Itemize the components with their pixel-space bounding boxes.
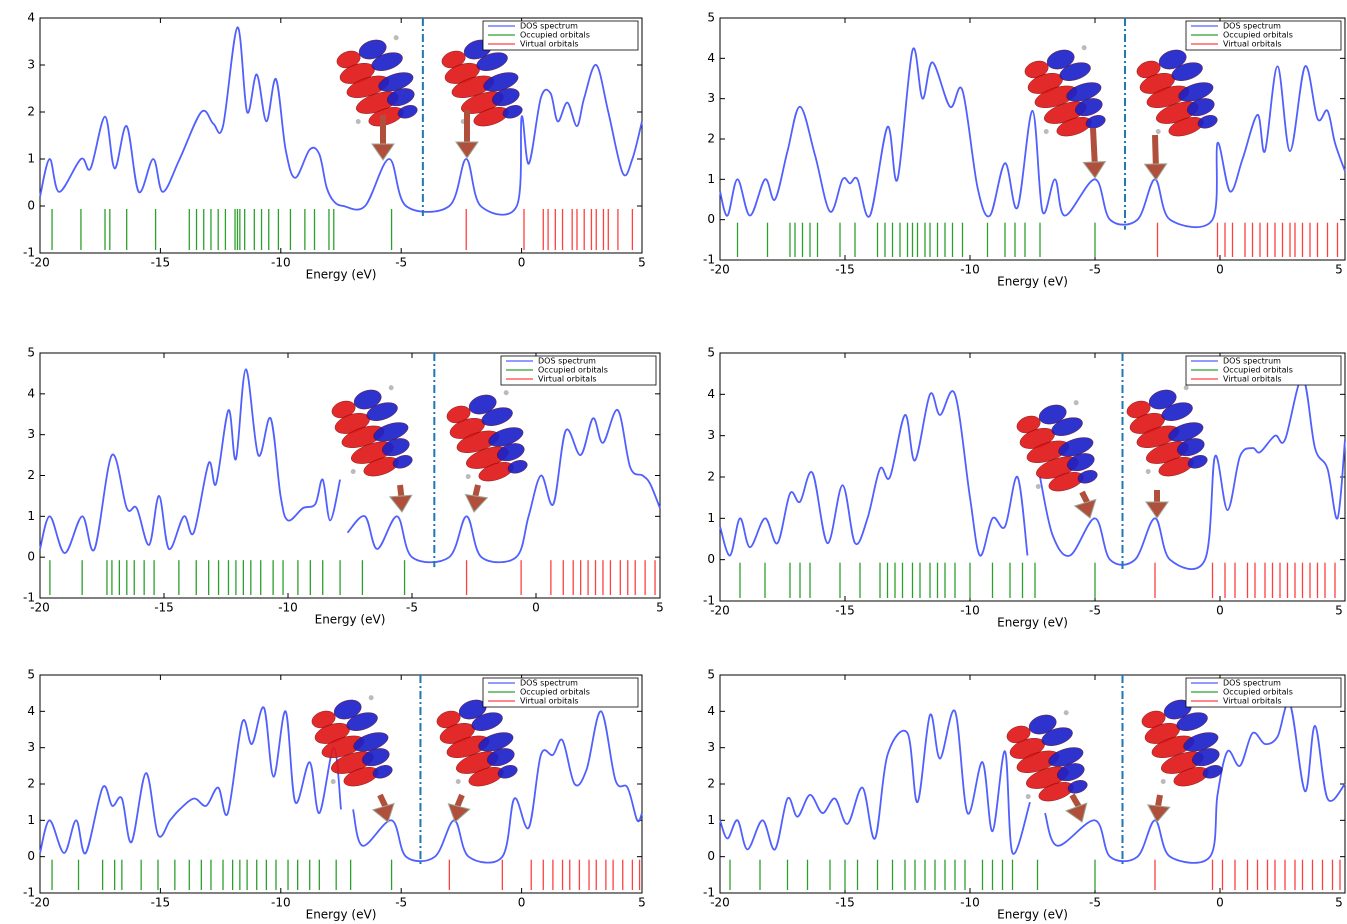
x-axis-label: Energy (eV) — [306, 268, 377, 282]
y-tick-label: 1 — [27, 509, 35, 523]
y-tick-label: 0 — [707, 212, 715, 226]
y-tick-label: 0 — [707, 849, 715, 863]
x-tick-label: -15 — [835, 604, 855, 618]
y-tick-label: 2 — [27, 468, 35, 482]
y-tick-label: 1 — [27, 813, 35, 827]
x-axis-label: Energy (eV) — [997, 908, 1068, 922]
x-tick-label: 0 — [518, 896, 526, 910]
y-tick-label: 2 — [27, 777, 35, 791]
legend-label: Occupied orbitals — [538, 366, 608, 375]
y-tick-label: 3 — [27, 58, 35, 72]
y-tick-label: 4 — [27, 704, 35, 718]
x-tick-label: 5 — [656, 601, 664, 615]
x-tick-label: -10 — [278, 601, 298, 615]
x-tick-label: 5 — [638, 896, 646, 910]
legend-label: Virtual orbitals — [538, 375, 597, 384]
x-tick-label: -10 — [960, 604, 980, 618]
y-tick-label: 5 — [27, 668, 35, 682]
y-tick-label: 4 — [27, 11, 35, 25]
x-tick-label: -5 — [395, 256, 407, 270]
x-tick-label: 5 — [1335, 604, 1343, 618]
y-tick-label: -1 — [23, 591, 35, 605]
y-tick-label: 4 — [707, 51, 715, 65]
legend-label: Occupied orbitals — [520, 31, 590, 40]
x-tick-label: -15 — [835, 896, 855, 910]
plot-frame — [40, 18, 642, 253]
y-tick-label: -1 — [703, 594, 715, 608]
legend-label: Virtual orbitals — [1223, 697, 1282, 706]
x-tick-label: 5 — [1335, 263, 1343, 277]
legend-label: DOS spectrum — [1223, 22, 1281, 31]
x-axis-label: Energy (eV) — [997, 275, 1068, 289]
legend-label: Occupied orbitals — [1223, 31, 1293, 40]
x-tick-label: -5 — [395, 896, 407, 910]
x-tick-label: -5 — [1089, 263, 1101, 277]
x-tick-label: 0 — [518, 256, 526, 270]
y-tick-label: 1 — [707, 813, 715, 827]
x-axis-label: Energy (eV) — [306, 908, 377, 922]
x-tick-label: -10 — [960, 896, 980, 910]
x-tick-label: -10 — [271, 256, 291, 270]
x-tick-label: -15 — [835, 263, 855, 277]
x-axis-label: Energy (eV) — [997, 616, 1068, 630]
y-tick-label: 5 — [707, 11, 715, 25]
y-tick-label: 3 — [707, 740, 715, 754]
y-tick-label: 1 — [707, 511, 715, 525]
y-tick-label: 2 — [27, 105, 35, 119]
x-tick-label: -5 — [406, 601, 418, 615]
x-tick-label: -10 — [960, 263, 980, 277]
y-tick-label: 1 — [707, 172, 715, 186]
x-tick-label: 0 — [1216, 263, 1224, 277]
y-tick-label: -1 — [703, 886, 715, 900]
legend-label: Virtual orbitals — [1223, 40, 1282, 49]
y-tick-label: 5 — [707, 346, 715, 360]
y-tick-label: 0 — [27, 849, 35, 863]
y-tick-label: 4 — [707, 387, 715, 401]
x-tick-label: -15 — [154, 601, 174, 615]
y-tick-label: -1 — [703, 253, 715, 267]
y-tick-label: 4 — [27, 386, 35, 400]
y-tick-label: 2 — [707, 132, 715, 146]
y-tick-label: 3 — [27, 427, 35, 441]
x-tick-label: -15 — [151, 256, 171, 270]
legend-label: DOS spectrum — [538, 357, 596, 366]
x-tick-label: 0 — [1216, 604, 1224, 618]
y-tick-label: 4 — [707, 704, 715, 718]
figure: -20-15-10-505-101234Energy (eV)DOS spect… — [0, 0, 1347, 924]
legend-label: DOS spectrum — [1223, 357, 1281, 366]
y-tick-label: 2 — [707, 470, 715, 484]
x-tick-label: 5 — [638, 256, 646, 270]
y-tick-label: 5 — [707, 668, 715, 682]
plot-frame — [720, 18, 1345, 260]
legend-label: DOS spectrum — [520, 22, 578, 31]
y-tick-label: 5 — [27, 346, 35, 360]
y-tick-label: 0 — [27, 550, 35, 564]
legend-label: Virtual orbitals — [520, 697, 579, 706]
x-tick-label: -15 — [151, 896, 171, 910]
x-tick-label: 0 — [1216, 896, 1224, 910]
plot-frame — [40, 353, 660, 598]
legend-label: Occupied orbitals — [1223, 688, 1293, 697]
y-tick-label: 2 — [707, 777, 715, 791]
y-tick-label: 3 — [707, 91, 715, 105]
legend-label: Occupied orbitals — [520, 688, 590, 697]
legend-label: DOS spectrum — [1223, 679, 1281, 688]
y-tick-label: -1 — [23, 246, 35, 260]
x-tick-label: -5 — [1089, 604, 1101, 618]
y-tick-label: 0 — [707, 552, 715, 566]
y-tick-label: 1 — [27, 152, 35, 166]
x-tick-label: -5 — [1089, 896, 1101, 910]
x-tick-label: -10 — [271, 896, 291, 910]
x-tick-label: 0 — [532, 601, 540, 615]
x-tick-label: 5 — [1335, 896, 1343, 910]
legend-label: DOS spectrum — [520, 679, 578, 688]
x-axis-label: Energy (eV) — [315, 613, 386, 627]
y-tick-label: 0 — [27, 199, 35, 213]
y-tick-label: 3 — [707, 428, 715, 442]
legend-label: Occupied orbitals — [1223, 366, 1293, 375]
legend-label: Virtual orbitals — [1223, 375, 1282, 384]
y-tick-label: 3 — [27, 740, 35, 754]
legend-label: Virtual orbitals — [520, 40, 579, 49]
y-tick-label: -1 — [23, 886, 35, 900]
